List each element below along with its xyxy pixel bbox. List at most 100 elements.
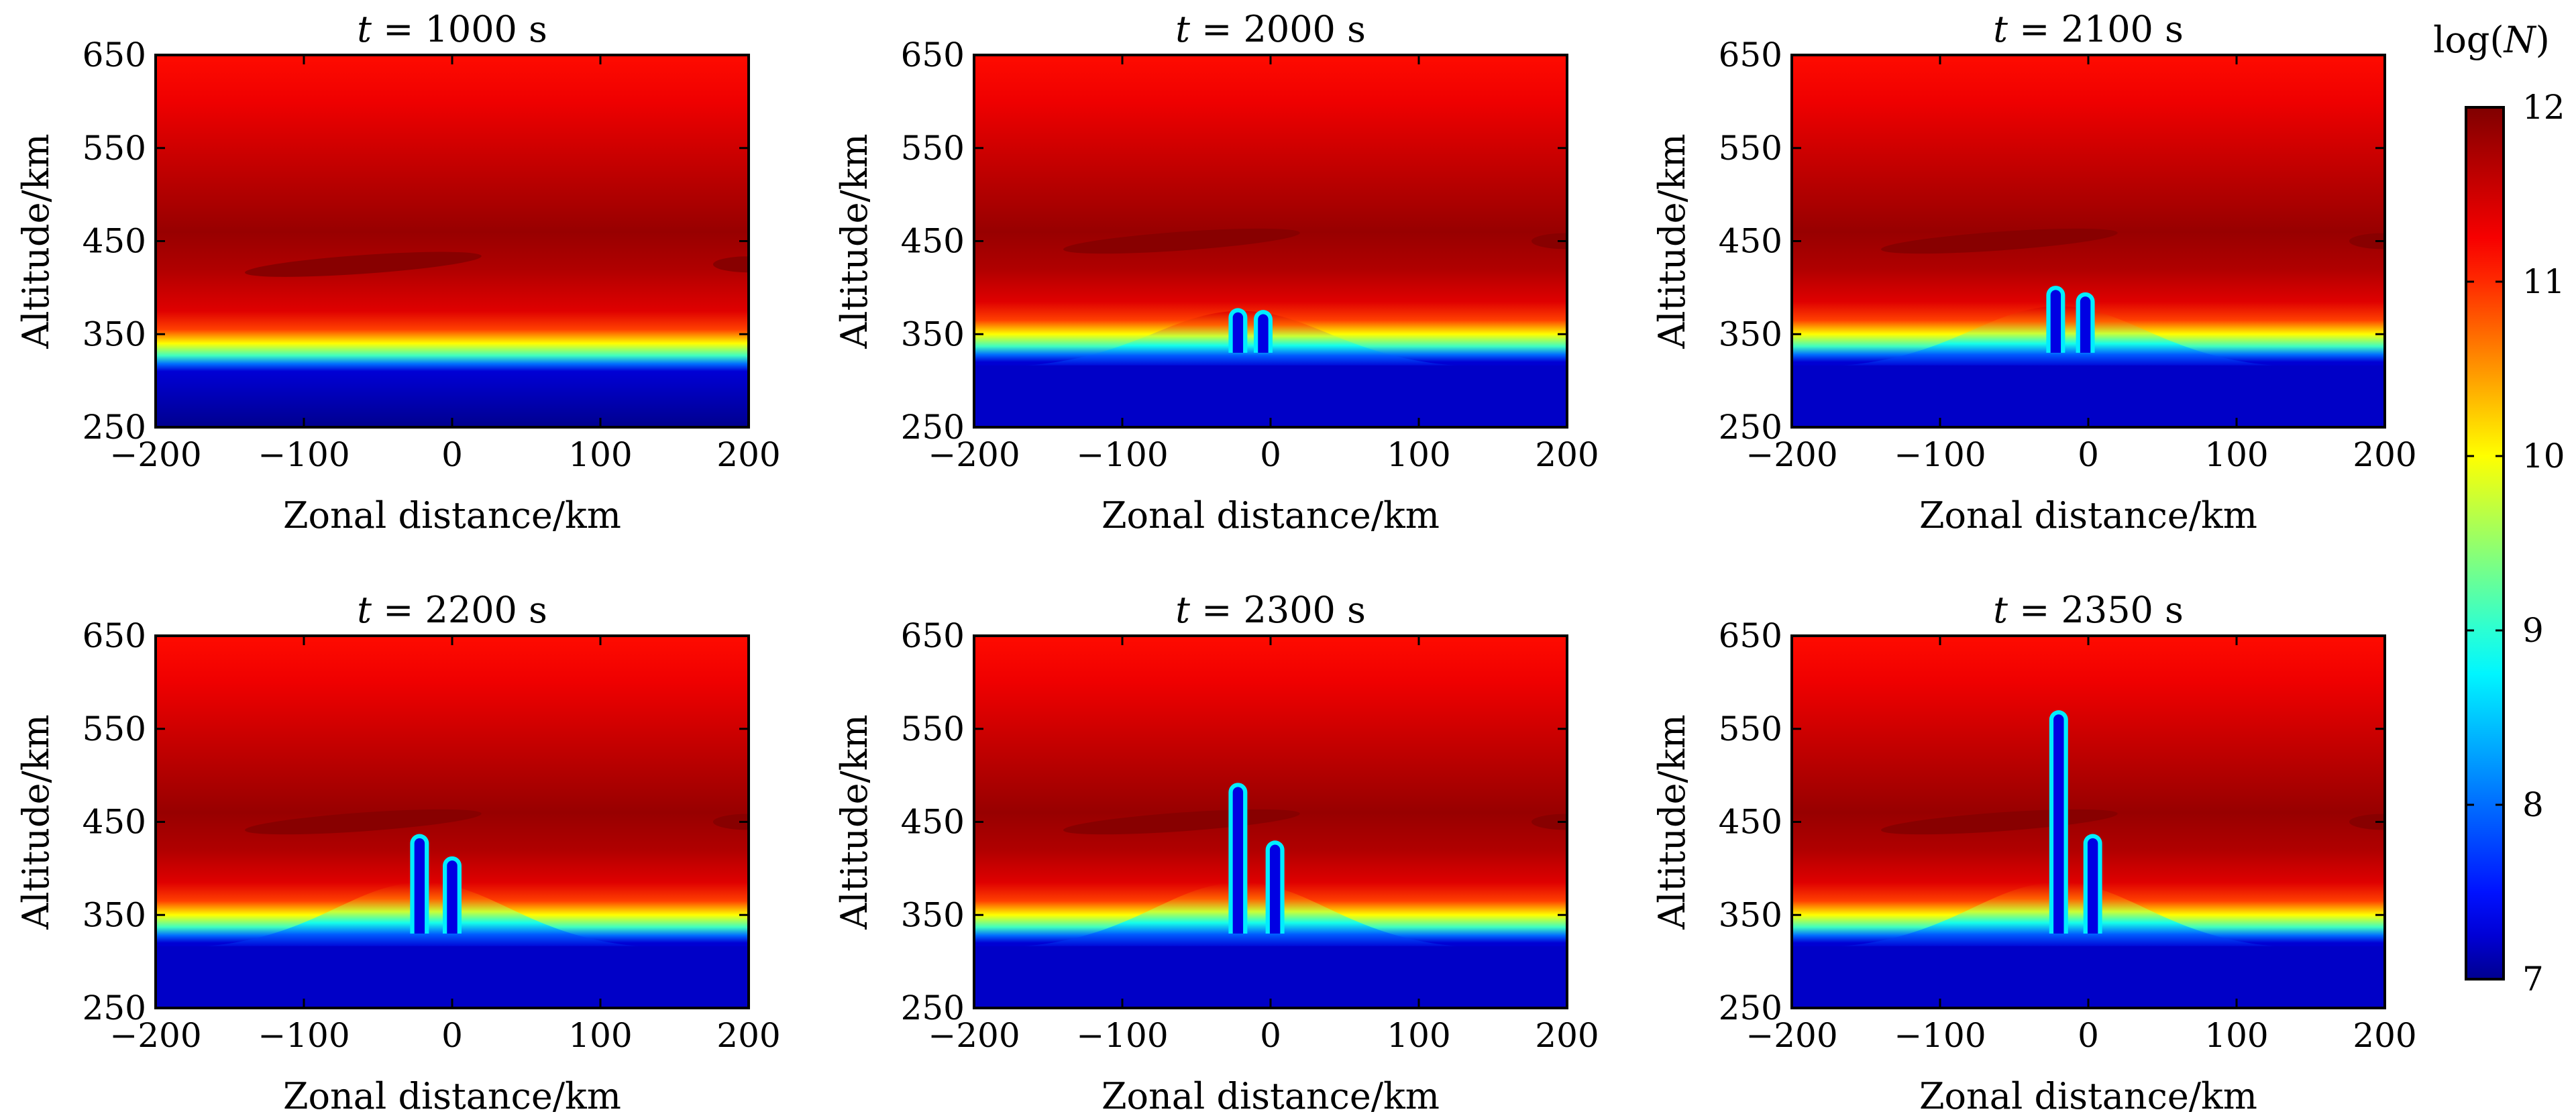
x-tick-label: −200 <box>109 435 201 474</box>
density-maximum <box>1881 228 2118 254</box>
panel-4: −200 −100 0 100 200 250 350 450 550 650 Zonal dist… <box>15 589 781 1117</box>
panel-title: t = 2300 s <box>1175 589 1366 631</box>
y-tick-label: 250 <box>901 989 965 1027</box>
y-tick-label: 250 <box>901 408 965 447</box>
y-tick-label: 350 <box>901 895 965 934</box>
y-axis-label: Altitude/km <box>833 714 875 930</box>
density-maximum <box>712 256 749 273</box>
y-tick-label: 650 <box>1719 36 1782 74</box>
y-tick-label: 350 <box>1719 895 1782 934</box>
x-tick-label: −100 <box>1894 1016 1986 1055</box>
plasma-bubble <box>1232 312 1244 353</box>
x-tick-label: −200 <box>928 435 1020 474</box>
x-axis-label: Zonal distance/km <box>283 1075 621 1117</box>
density-field <box>1792 636 2385 1008</box>
plasma-bubble <box>2080 296 2091 353</box>
colorbar-tick-label: 11 <box>2522 262 2565 301</box>
x-axis-label: Zonal distance/km <box>283 494 621 537</box>
x-tick-label: 0 <box>2078 435 2099 474</box>
plasma-bubble <box>414 838 425 934</box>
y-tick-label: 250 <box>83 408 146 447</box>
panels: −200 −100 0 100 200 250 350 450 550 650 Zonal dist… <box>15 8 2417 1117</box>
y-tick-label: 550 <box>901 129 965 168</box>
plasma-bubble <box>2050 290 2061 353</box>
x-tick-label: 200 <box>716 1016 780 1055</box>
y-tick-label: 350 <box>83 895 146 934</box>
x-axis-label: Zonal distance/km <box>1102 1075 1440 1117</box>
panel-2: −200 −100 0 100 200 250 350 450 550 650 Zonal dist… <box>833 8 1599 537</box>
plasma-bubble <box>1258 314 1269 353</box>
x-tick-label: −100 <box>1076 1016 1168 1055</box>
depleted-region <box>156 946 749 1008</box>
plasma-bubble <box>2053 714 2064 934</box>
panel-title: t = 2000 s <box>1175 8 1366 50</box>
colorbar-tick-label: 9 <box>2522 611 2544 650</box>
colorbar-tick-label: 7 <box>2522 960 2544 999</box>
y-axis-label: Altitude/km <box>1651 714 1693 930</box>
density-maximum <box>245 809 482 835</box>
y-tick-label: 550 <box>1719 129 1782 168</box>
x-axis-label: Zonal distance/km <box>1919 494 2257 537</box>
x-tick-label: 100 <box>2204 1016 2268 1055</box>
y-tick-label: 250 <box>1719 408 1782 447</box>
colorbar-frame <box>2465 106 2505 981</box>
x-tick-label: 200 <box>2353 1016 2416 1055</box>
y-tick-label: 450 <box>901 222 965 261</box>
y-tick-label: 450 <box>1719 803 1782 842</box>
plasma-bubble <box>447 860 458 934</box>
plasma-bubble <box>1232 787 1244 934</box>
x-tick-label: −200 <box>1746 1016 1837 1055</box>
panel-title: t = 2100 s <box>1993 8 2184 50</box>
depleted-region <box>1792 365 2385 427</box>
density-maximum <box>1531 814 1567 830</box>
x-tick-label: 100 <box>1387 435 1450 474</box>
x-axis-label: Zonal distance/km <box>1919 1075 2257 1117</box>
y-tick-label: 450 <box>83 222 146 261</box>
density-field <box>974 55 1567 427</box>
x-tick-label: 100 <box>1387 1016 1450 1055</box>
x-axis-label: Zonal distance/km <box>1102 494 1440 537</box>
density-field <box>156 55 749 427</box>
x-tick-label: 100 <box>2204 435 2268 474</box>
y-tick-label: 250 <box>83 989 146 1027</box>
x-tick-label: −100 <box>258 435 350 474</box>
x-tick-label: 200 <box>716 435 780 474</box>
y-tick-label: 650 <box>901 36 965 74</box>
x-tick-label: 200 <box>2353 435 2416 474</box>
y-axis-label: Altitude/km <box>15 714 57 930</box>
panel-5: −200 −100 0 100 200 250 350 450 550 650 Zonal dist… <box>833 589 1599 1117</box>
colorbar-tick-label: 10 <box>2522 437 2565 475</box>
y-tick-label: 550 <box>1719 710 1782 748</box>
density-maximum <box>1063 228 1300 254</box>
panel-title: t = 2350 s <box>1993 589 2184 631</box>
x-tick-label: 0 <box>2078 1016 2099 1055</box>
density-field <box>1792 55 2385 427</box>
x-tick-label: −100 <box>1076 435 1168 474</box>
colorbar: log(N) 7 8 9 10 11 12 <box>2433 19 2565 999</box>
density-maximum <box>2349 233 2385 249</box>
y-tick-label: 450 <box>1719 222 1782 261</box>
y-axis-label: Altitude/km <box>833 133 875 349</box>
x-tick-label: −100 <box>258 1016 350 1055</box>
y-tick-label: 550 <box>83 129 146 168</box>
x-tick-label: −100 <box>1894 435 1986 474</box>
panel-3: −200 −100 0 100 200 250 350 450 550 650 Zonal dist… <box>1651 8 2417 537</box>
density-maximum <box>712 814 749 830</box>
y-tick-label: 650 <box>83 36 146 74</box>
colorbar-label: log(N) <box>2433 19 2550 61</box>
y-tick-label: 650 <box>901 616 965 655</box>
y-tick-label: 650 <box>83 616 146 655</box>
panel-title: t = 1000 s <box>357 8 547 50</box>
y-axis-label: Altitude/km <box>1651 133 1693 349</box>
depleted-region <box>1792 946 2385 1008</box>
plasma-bubble <box>1269 844 1281 934</box>
density-background <box>156 55 749 427</box>
density-maximum <box>1531 233 1567 249</box>
depleted-region <box>974 365 1567 427</box>
depleted-region <box>974 946 1567 1008</box>
x-tick-label: 0 <box>1260 1016 1281 1055</box>
y-tick-label: 450 <box>901 803 965 842</box>
x-tick-label: 100 <box>568 435 632 474</box>
y-tick-label: 350 <box>83 315 146 353</box>
